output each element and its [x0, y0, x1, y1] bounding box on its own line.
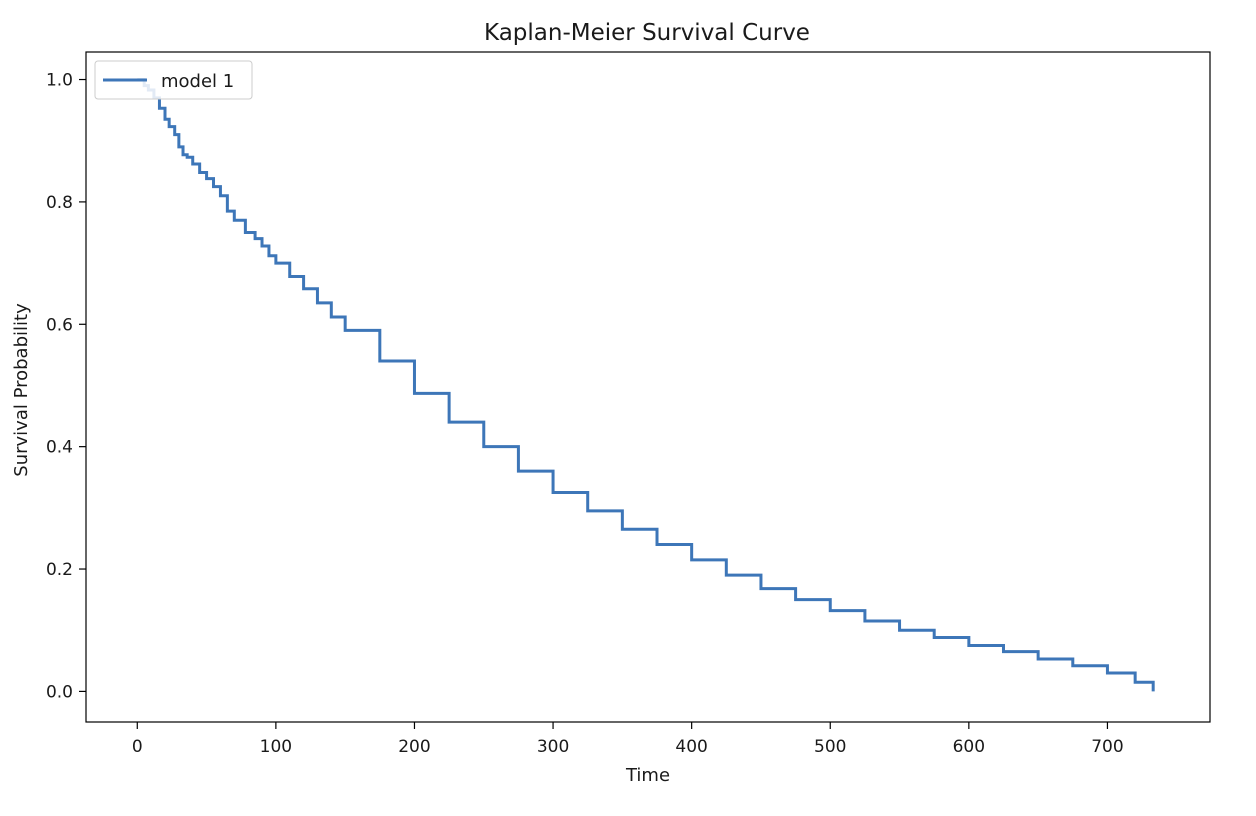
x-axis-label: Time — [625, 765, 670, 786]
x-tick-label: 100 — [260, 737, 292, 757]
x-tick-label: 300 — [537, 737, 569, 757]
plot-frame — [85, 51, 1211, 723]
y-tick-label: 0.2 — [46, 560, 73, 580]
y-tick-label: 0.6 — [46, 315, 73, 335]
y-tick-label: 0.8 — [46, 193, 73, 213]
x-tick-label: 200 — [398, 737, 430, 757]
legend-box — [94, 60, 253, 100]
x-tick-label: 700 — [1091, 737, 1123, 757]
y-axis-label: Survival Probability — [11, 303, 32, 477]
chart-title: Kaplan-Meier Survival Curve — [484, 20, 810, 46]
y-tick-label: 1.0 — [46, 71, 73, 91]
x-tick-label: 600 — [953, 737, 985, 757]
legend-label: model 1 — [161, 71, 234, 92]
x-tick-label: 500 — [814, 737, 846, 757]
survival-curve-line — [137, 78, 1155, 692]
x-axis-ticks: 0 100 200 300 400 500 600 700 — [132, 722, 1124, 757]
x-tick-label: 400 — [675, 737, 707, 757]
y-tick-label: 0.4 — [46, 438, 73, 458]
legend: model 1 — [94, 60, 253, 100]
y-tick-label: 0.0 — [46, 682, 73, 702]
x-tick-label: 0 — [132, 737, 143, 757]
y-axis-ticks: 0.0 0.2 0.4 0.6 0.8 1.0 — [46, 71, 86, 702]
